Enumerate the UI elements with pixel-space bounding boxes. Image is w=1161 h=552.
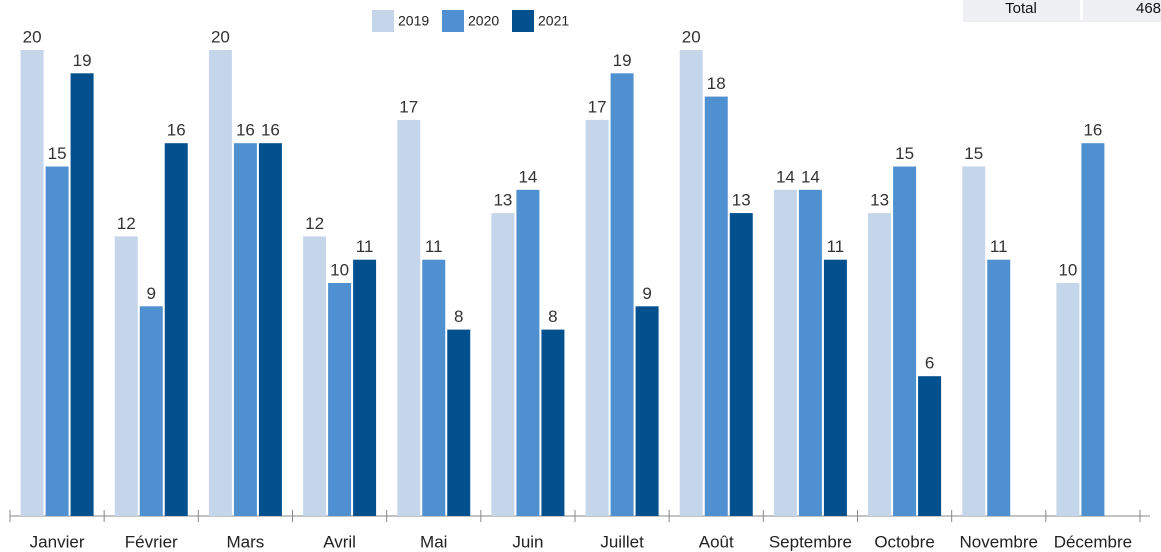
x-tick-label: Mai — [420, 532, 447, 551]
data-label: 13 — [870, 191, 889, 210]
x-tick-label: Juin — [512, 532, 543, 551]
bar — [962, 166, 986, 516]
bar — [798, 189, 822, 517]
data-label: 17 — [588, 97, 607, 116]
data-label: 10 — [330, 260, 349, 279]
data-label: 8 — [548, 307, 557, 326]
legend-swatch — [442, 10, 464, 32]
data-label: 17 — [399, 97, 418, 116]
x-tick-label: Mars — [227, 532, 265, 551]
bar — [773, 189, 797, 517]
bar — [328, 283, 352, 516]
x-tick-label: Avril — [323, 532, 356, 551]
data-label: 20 — [23, 27, 42, 46]
data-label: 15 — [895, 144, 914, 163]
bar — [491, 213, 515, 516]
data-label: 15 — [48, 144, 67, 163]
table-cell — [963, 0, 1080, 20]
data-label: 20 — [211, 27, 230, 46]
x-tick-label: Septembre — [769, 532, 852, 551]
data-label: 8 — [454, 307, 463, 326]
bar — [422, 259, 446, 516]
legend-swatch — [372, 10, 394, 32]
bar — [868, 213, 892, 516]
bar — [679, 50, 703, 516]
x-tick-label: Janvier — [30, 532, 85, 551]
data-label: 11 — [356, 237, 374, 256]
bar — [729, 213, 753, 516]
bar — [1081, 143, 1105, 516]
data-label: 12 — [305, 214, 324, 233]
bar — [164, 143, 188, 516]
bar — [447, 329, 471, 516]
bar — [585, 119, 609, 517]
legend-label: 2020 — [468, 13, 499, 29]
bar — [541, 329, 565, 516]
x-tick-label: Novembre — [960, 532, 1038, 551]
bar — [303, 236, 327, 516]
table-label: Total — [1005, 0, 1037, 17]
bar — [893, 166, 917, 516]
legend-label: 2021 — [538, 13, 569, 29]
bar — [258, 143, 282, 516]
table-cell — [1083, 0, 1161, 20]
bar — [516, 189, 540, 517]
bar — [353, 259, 377, 516]
data-label: 9 — [147, 284, 156, 303]
x-tick-label: Octobre — [874, 532, 934, 551]
data-label: 6 — [925, 354, 934, 373]
table-value: 468 — [1136, 0, 1161, 17]
legend-swatch — [512, 10, 534, 32]
data-label: 18 — [707, 74, 726, 93]
x-tick-label: Juillet — [600, 532, 644, 551]
data-label: 10 — [1058, 260, 1077, 279]
bar — [208, 50, 232, 516]
data-label: 9 — [642, 284, 651, 303]
bar — [139, 306, 163, 516]
data-label: 19 — [613, 51, 632, 70]
data-label: 15 — [964, 144, 983, 163]
data-label: 14 — [801, 167, 820, 186]
bar — [704, 96, 728, 516]
bar — [20, 50, 44, 516]
data-label: 20 — [682, 27, 701, 46]
bar — [635, 306, 659, 516]
data-label: 11 — [990, 237, 1008, 256]
bar — [45, 166, 69, 516]
bar — [823, 259, 847, 516]
data-label: 14 — [776, 167, 795, 186]
data-label: 19 — [73, 51, 92, 70]
bar — [918, 376, 942, 516]
data-label: 14 — [518, 167, 537, 186]
data-label: 11 — [827, 237, 845, 256]
data-label: 13 — [493, 191, 512, 210]
data-label: 11 — [425, 237, 443, 256]
bar — [233, 143, 257, 516]
data-label: 16 — [236, 121, 255, 140]
data-label: 12 — [117, 214, 136, 233]
x-tick-label: Février — [125, 532, 178, 551]
bar — [987, 259, 1011, 516]
data-label: 16 — [167, 121, 186, 140]
data-label: 13 — [732, 191, 751, 210]
bar — [1056, 283, 1080, 516]
x-tick-label: Décembre — [1054, 532, 1132, 551]
data-label: 16 — [1083, 121, 1102, 140]
bar — [70, 73, 94, 517]
data-label: 16 — [261, 121, 280, 140]
x-tick-label: Août — [699, 532, 734, 551]
bar — [114, 236, 138, 516]
bar — [610, 73, 634, 517]
bar — [397, 119, 421, 517]
legend-label: 2019 — [398, 13, 429, 29]
